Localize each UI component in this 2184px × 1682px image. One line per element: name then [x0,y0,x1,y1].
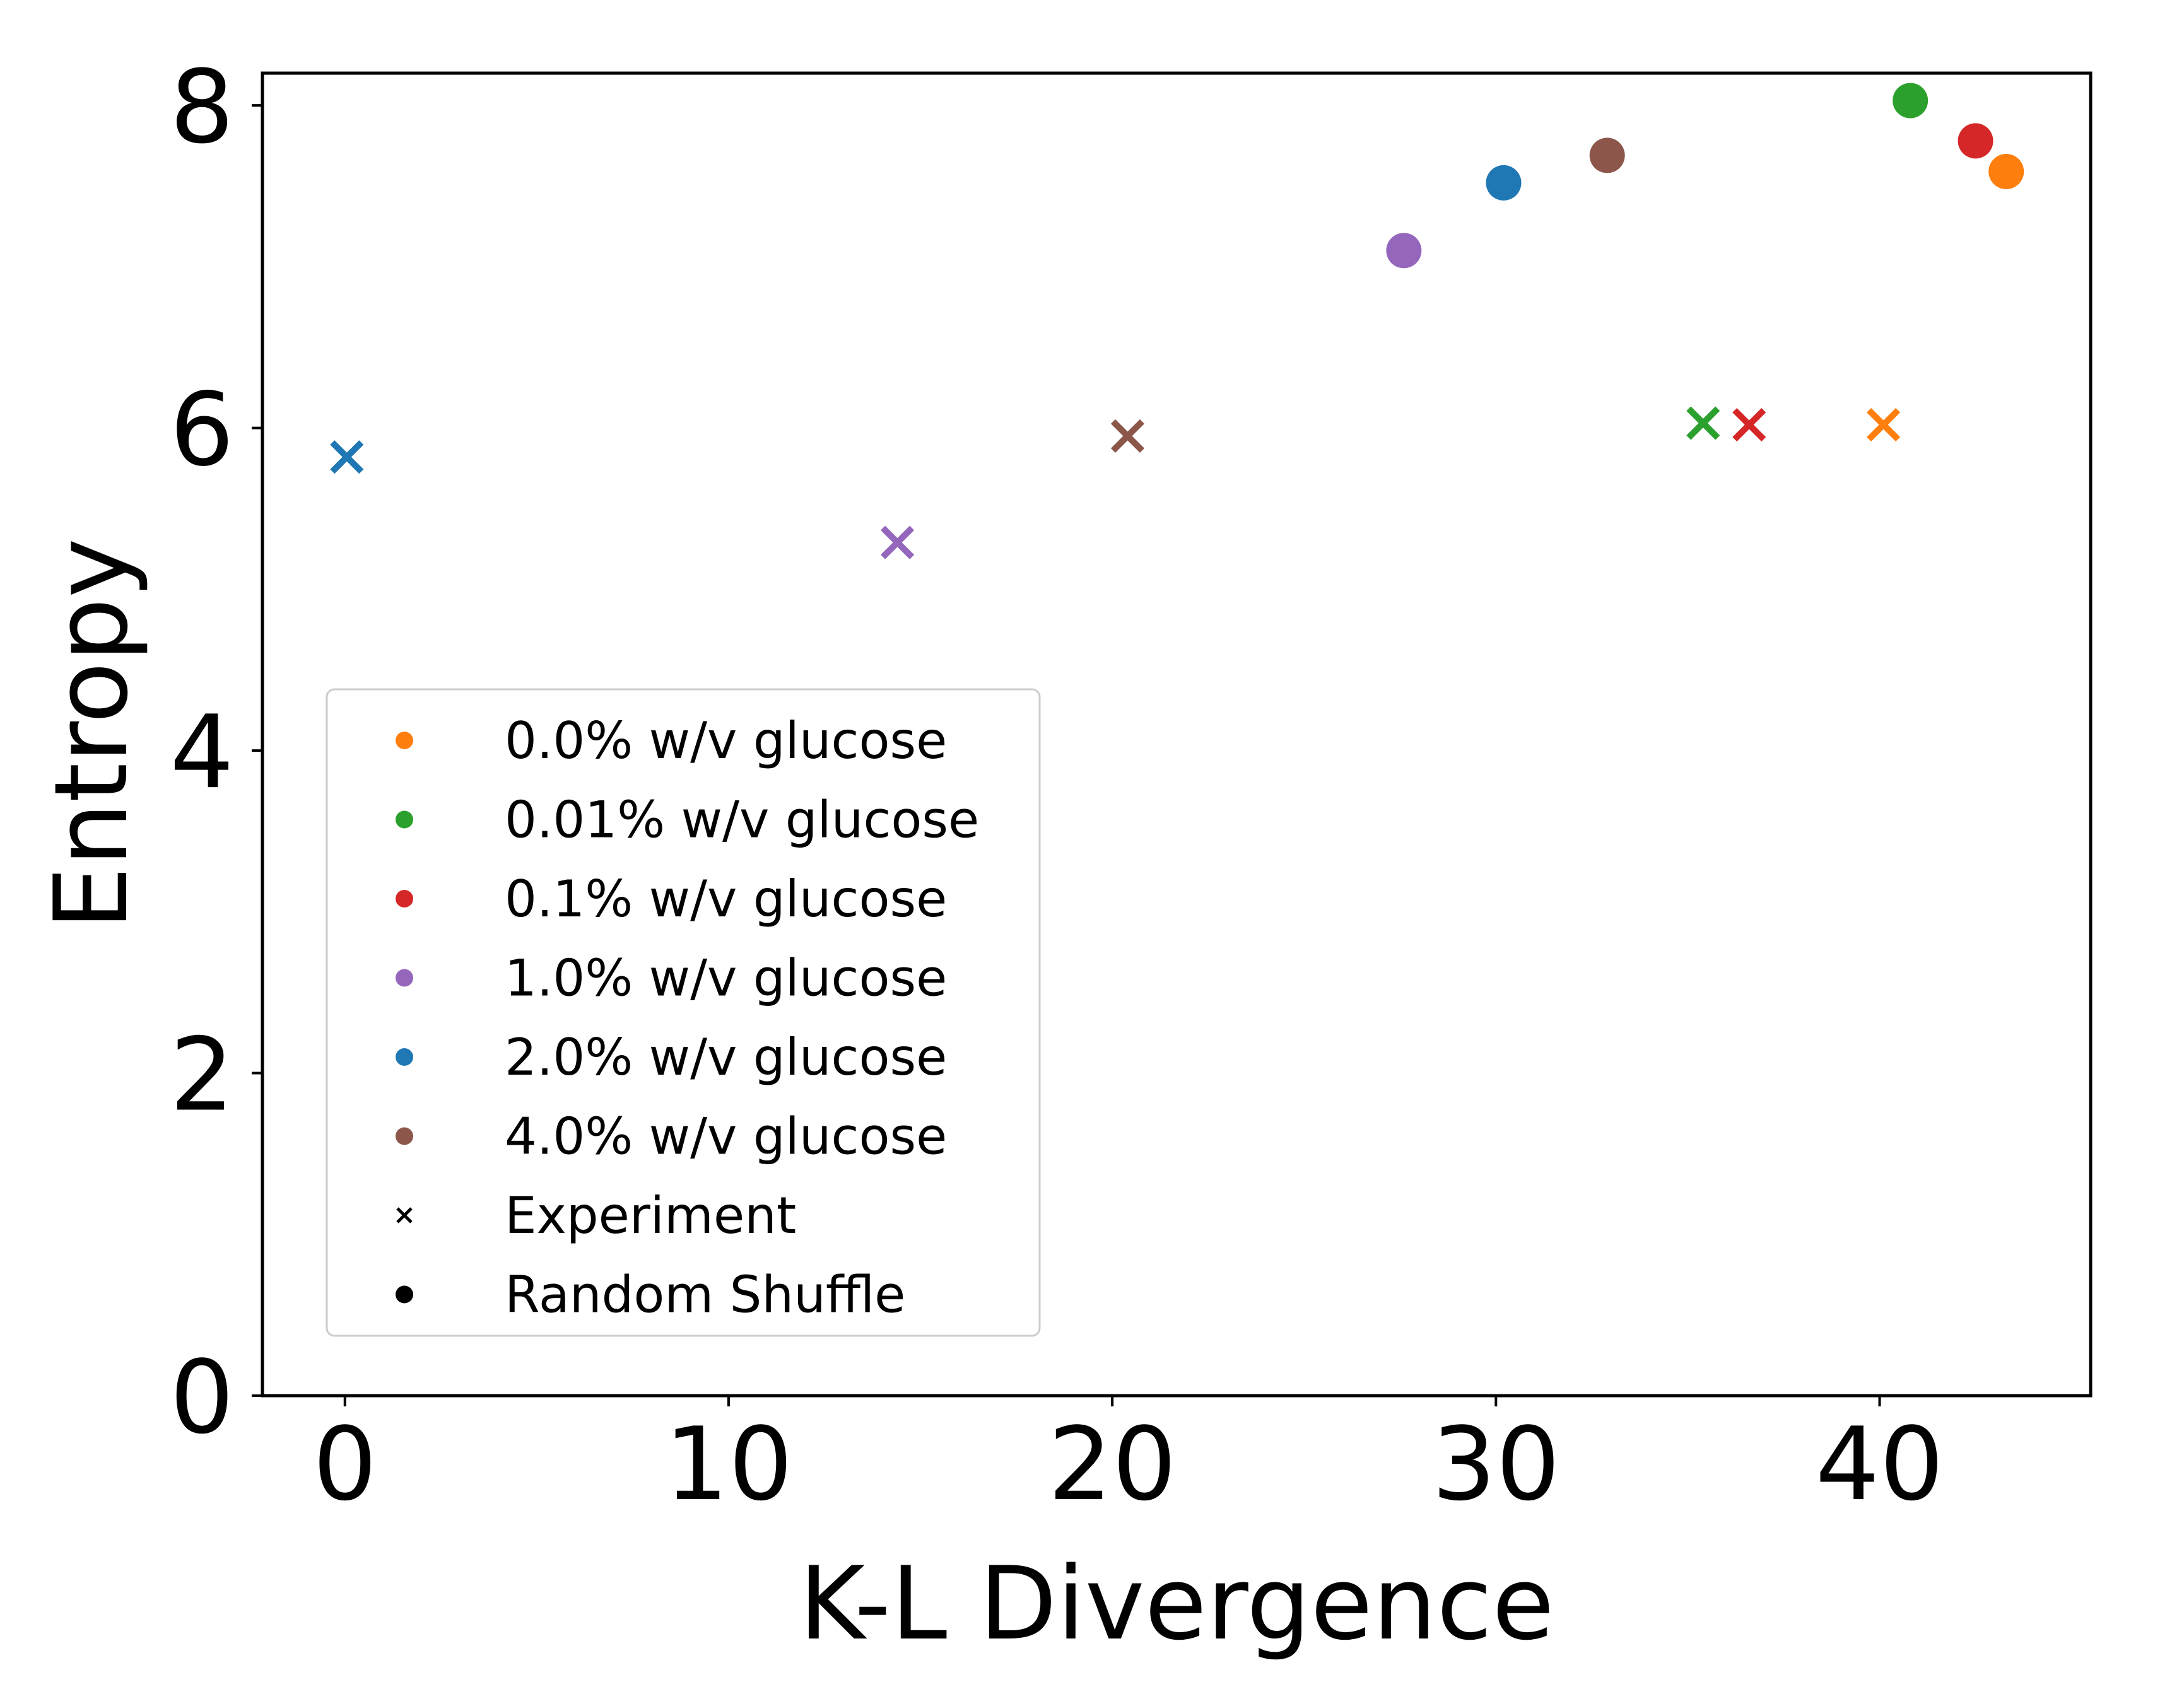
legend-label-0: 0.0% w/v glucose [505,711,947,770]
x-tick-label: 0 [313,1405,377,1523]
legend-marker-3 [396,969,413,987]
y-axis-ticks: 0 2 4 6 8 [170,48,262,1456]
legend-label-5: 4.0% w/v glucose [505,1107,947,1166]
x-tick-label: 40 [1816,1405,1944,1523]
experiment-point-0 [1867,407,1901,442]
experiment-point-2 [1732,407,1766,442]
legend-label-7: Random Shuffle [505,1266,905,1324]
y-axis-label: Entropy [32,538,150,930]
y-tick-label: 8 [170,48,234,166]
random-shuffle-point-1 [1893,83,1929,119]
legend-marker-2 [396,890,413,908]
legend-label-2: 0.1% w/v glucose [505,870,947,928]
x-tick-label: 30 [1432,1405,1561,1523]
random-shuffle-point-4 [1486,165,1522,201]
legend-marker-4 [396,1048,413,1066]
y-tick-label: 6 [170,371,234,489]
x-axis-label: K-L Divergence [799,1545,1554,1662]
random-shuffle-point-3 [1386,233,1422,269]
legend-marker-5 [396,1127,413,1145]
legend-marker-0 [396,732,413,749]
legend-label-4: 2.0% w/v glucose [505,1028,947,1087]
random-shuffle-point-2 [1958,123,1993,159]
legend: 0.0% w/v glucose 0.01% w/v glucose 0.1% w/… [326,688,1041,1337]
legend-marker-7 [396,1285,413,1304]
legend-label-3: 1.0% w/v glucose [505,949,947,1008]
legend-marker-6 [396,1207,413,1224]
data-points [330,83,2024,559]
experiment-point-3 [881,525,915,559]
x-tick-label: 20 [1048,1405,1177,1523]
y-tick-label: 2 [170,1016,234,1134]
experiment-point-1 [1686,406,1720,440]
y-tick-label: 0 [170,1338,234,1456]
experiment-point-5 [1110,419,1144,453]
x-tick-label: 10 [664,1405,793,1523]
random-shuffle-point-5 [1589,137,1625,173]
experiment-point-4 [330,440,364,474]
x-axis-ticks: 0 10 20 30 40 [313,1396,1944,1523]
legend-box [326,688,1041,1337]
legend-label-6: Experiment [505,1186,796,1245]
y-tick-label: 4 [170,693,234,811]
legend-marker-1 [396,810,413,829]
legend-label-1: 0.01% w/v glucose [505,791,979,850]
plot-frame [261,71,2093,1398]
random-shuffle-point-0 [1988,153,2024,189]
